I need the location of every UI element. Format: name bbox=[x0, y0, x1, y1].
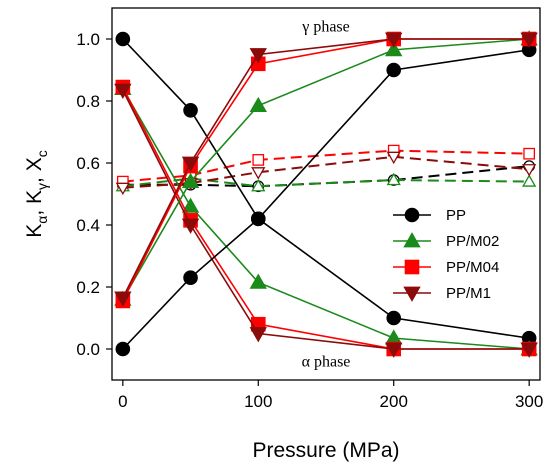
x-tick-label: 300 bbox=[515, 392, 543, 411]
legend-item-pp-m02: PP/M02 bbox=[393, 232, 499, 250]
series-line bbox=[122, 165, 530, 188]
x-axis-title: Pressure (MPa) bbox=[252, 439, 399, 462]
data-point bbox=[114, 83, 132, 99]
data-point bbox=[386, 62, 402, 78]
y-tick-label: 0.4 bbox=[76, 216, 100, 235]
x-tick-label: 0 bbox=[118, 392, 127, 411]
data-point bbox=[249, 273, 267, 289]
data-point bbox=[520, 342, 538, 358]
data-point bbox=[386, 172, 401, 186]
data-point bbox=[386, 310, 402, 326]
legend-marker bbox=[404, 207, 420, 223]
legend-label: PP/M04 bbox=[446, 259, 499, 276]
data-point bbox=[181, 218, 200, 234]
plot-area-frame bbox=[111, 7, 541, 381]
data-point bbox=[181, 197, 200, 213]
y-axis-title: Kα, Kγ, Xc bbox=[23, 150, 50, 237]
data-point bbox=[249, 96, 267, 113]
data-point bbox=[522, 164, 537, 177]
phase-annotation: γ phase bbox=[301, 19, 350, 36]
series-pp-m1-alpha bbox=[114, 83, 538, 358]
data-point bbox=[249, 327, 267, 343]
data-point bbox=[249, 48, 267, 64]
data-point bbox=[115, 31, 131, 47]
legend-item-pp-m04: PP/M04 bbox=[393, 259, 499, 276]
data-point bbox=[385, 41, 403, 57]
data-point bbox=[523, 147, 536, 160]
data-point bbox=[181, 172, 200, 188]
data-point bbox=[115, 341, 131, 357]
data-point bbox=[386, 151, 401, 165]
series-pp-m1-gamma bbox=[114, 32, 538, 307]
legend-label: PP/M1 bbox=[446, 285, 491, 302]
data-point bbox=[251, 167, 266, 180]
data-point bbox=[385, 342, 403, 358]
data-point bbox=[181, 156, 200, 172]
data-point bbox=[114, 291, 132, 307]
legend-marker bbox=[403, 286, 421, 302]
series-pp-gamma bbox=[115, 42, 537, 357]
y-tick-label: 0.8 bbox=[76, 92, 100, 111]
y-tick-label: 0.2 bbox=[76, 278, 100, 297]
x-tick-label: 200 bbox=[380, 392, 408, 411]
data-point bbox=[252, 154, 265, 166]
y-tick-label: 0.6 bbox=[76, 154, 100, 173]
data-point bbox=[520, 32, 538, 48]
legend-marker bbox=[403, 232, 421, 248]
data-point bbox=[115, 182, 130, 196]
axis-ticks: 0 100 200 300 0.0 0.2 0.4 0.6 0.8 1.0 bbox=[76, 30, 543, 411]
data-point bbox=[522, 174, 537, 187]
legend: PP PP/M02 PP/M04 PP/M1 bbox=[393, 207, 499, 302]
x-tick-label: 100 bbox=[244, 392, 272, 411]
data-point bbox=[183, 270, 198, 286]
legend-label: PP bbox=[446, 207, 466, 224]
legend-item-pp: PP bbox=[393, 207, 466, 224]
legend-item-pp-m1: PP/M1 bbox=[393, 285, 491, 302]
series-layer bbox=[114, 30, 538, 358]
legend-label: PP/M02 bbox=[446, 233, 499, 250]
y-tick-label: 1.0 bbox=[76, 30, 100, 49]
phase-annotation: α phase bbox=[302, 353, 351, 370]
legend-marker bbox=[404, 259, 420, 275]
annotations: γ phase α phase bbox=[301, 19, 350, 371]
y-tick-label: 0.0 bbox=[76, 340, 100, 359]
data-point bbox=[385, 32, 403, 48]
data-point bbox=[250, 211, 266, 227]
data-point bbox=[183, 103, 198, 118]
data-point bbox=[251, 178, 266, 192]
